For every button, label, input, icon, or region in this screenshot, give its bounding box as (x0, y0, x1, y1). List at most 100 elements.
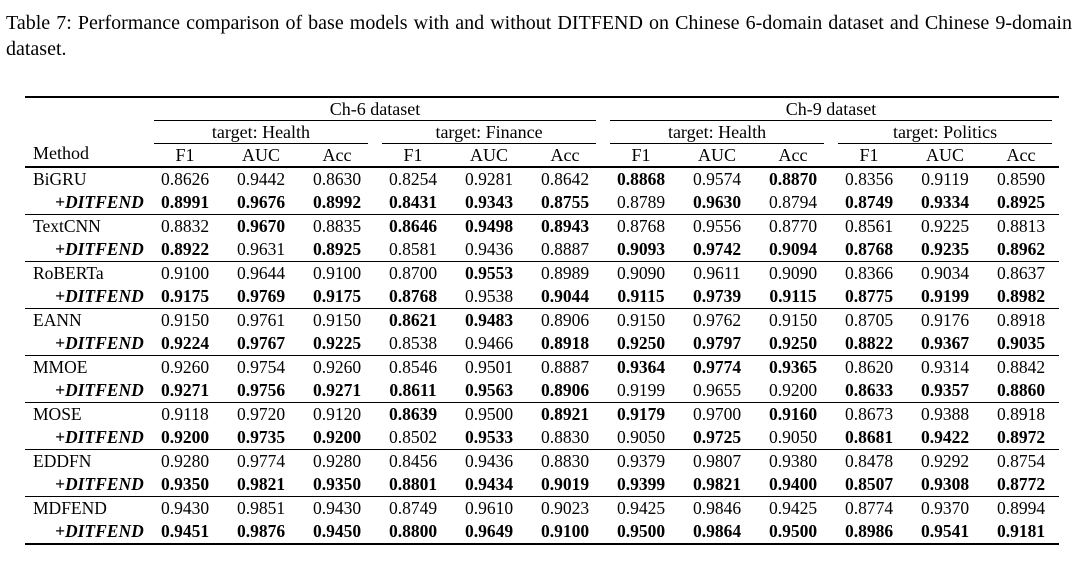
value-cell: 0.9821 (692, 474, 742, 494)
table-row: +DITFEND 0.8991 0.9676 0.8992 0.8431 0.9343 0.… (25, 191, 1059, 215)
method-name: MMOE (33, 357, 88, 377)
value-cell: 0.9720 (236, 404, 286, 424)
value-cell: 0.9500 (464, 404, 514, 424)
value-cell: 0.9864 (692, 521, 742, 541)
metric-header-acc: Acc (755, 144, 832, 168)
value-cell: 0.8800 (388, 521, 438, 541)
value-cell: 0.9631 (236, 239, 286, 259)
value-cell: 0.8768 (388, 286, 438, 306)
value-cell: 0.9450 (312, 521, 362, 541)
method-name: MOSE (33, 404, 82, 424)
value-cell: 0.8681 (844, 427, 894, 447)
metric-header-f1: F1 (831, 144, 908, 168)
value-cell: 0.8994 (996, 498, 1046, 518)
dataset-header-ch6: Ch-6 dataset (147, 97, 603, 121)
value-cell: 0.9466 (464, 333, 514, 353)
table-row: EDDFN 0.9280 0.9774 0.9280 0.8456 0.9436 0.883… (25, 449, 1060, 474)
value-cell: 0.9175 (160, 286, 210, 306)
value-cell: 0.9365 (768, 357, 818, 377)
value-cell: 0.8992 (312, 192, 362, 212)
value-cell: 0.8775 (844, 286, 894, 306)
value-cell: 0.9400 (768, 474, 818, 494)
ditfend-label: +DITFEND (55, 521, 144, 541)
table-caption: Table 7: Performance comparison of base … (6, 12, 1072, 60)
dataset-header-ch9: Ch-9 dataset (603, 97, 1059, 121)
value-cell: 0.9541 (920, 521, 970, 541)
table-row: +DITFEND 0.8922 0.9631 0.8925 0.8581 0.9436 0.… (25, 238, 1059, 262)
ditfend-label: +DITFEND (55, 239, 144, 259)
value-cell: 0.9807 (692, 451, 742, 471)
value-cell: 0.9425 (768, 498, 818, 518)
value-cell: 0.8478 (844, 451, 894, 471)
value-cell: 0.9160 (768, 404, 818, 424)
value-cell: 0.9235 (920, 239, 970, 259)
value-cell: 0.9150 (768, 310, 818, 330)
value-cell: 0.8456 (388, 451, 438, 471)
value-cell: 0.9280 (312, 451, 362, 471)
value-cell: 0.8860 (996, 380, 1046, 400)
value-cell: 0.8986 (844, 521, 894, 541)
table-row: TextCNN 0.8832 0.9670 0.8835 0.8646 0.9498 0.8… (25, 214, 1060, 239)
value-cell: 0.8642 (540, 169, 590, 189)
value-cell: 0.8633 (844, 380, 894, 400)
value-cell: 0.9115 (617, 286, 665, 306)
value-cell: 0.9379 (616, 451, 666, 471)
value-cell: 0.8991 (160, 192, 210, 212)
value-cell: 0.8673 (844, 404, 894, 424)
value-cell: 0.8906 (540, 380, 590, 400)
table-row: MDFEND 0.9430 0.9851 0.9430 0.8749 0.9610 0.90… (25, 496, 1060, 521)
target-header-ch9-politics: target: Politics (831, 121, 1059, 144)
value-cell: 0.8813 (996, 216, 1046, 236)
value-cell: 0.9260 (160, 357, 210, 377)
value-cell: 0.8611 (389, 380, 437, 400)
method-name: RoBERTa (33, 263, 104, 283)
metric-header-f1: F1 (603, 144, 680, 168)
ditfend-label: +DITFEND (55, 333, 144, 353)
value-cell: 0.9224 (160, 333, 210, 353)
metric-header-auc: AUC (451, 144, 527, 168)
table-row: +DITFEND 0.9224 0.9767 0.9225 0.8538 0.9466 0.… (25, 332, 1059, 356)
value-cell: 0.9179 (616, 404, 666, 424)
method-name: EANN (33, 310, 82, 330)
results-table: Method Ch-6 dataset Ch-9 dataset target:… (25, 96, 1060, 545)
value-cell: 0.9797 (692, 333, 742, 353)
value-cell: 0.8774 (844, 498, 894, 518)
value-cell: 0.9430 (312, 498, 362, 518)
value-cell: 0.8842 (996, 357, 1046, 377)
value-cell: 0.8835 (312, 216, 362, 236)
value-cell: 0.9100 (540, 521, 590, 541)
metric-header-auc: AUC (679, 144, 756, 168)
value-cell: 0.9271 (312, 380, 362, 400)
value-cell: 0.9350 (312, 474, 362, 494)
value-cell: 0.9118 (161, 404, 209, 424)
value-cell: 0.8918 (996, 404, 1046, 424)
value-cell: 0.8768 (616, 216, 666, 236)
ditfend-label: +DITFEND (55, 192, 144, 212)
value-cell: 0.8538 (388, 333, 438, 353)
value-cell: 0.9388 (920, 404, 970, 424)
value-cell: 0.8943 (540, 216, 590, 236)
method-name: BiGRU (33, 169, 87, 189)
ditfend-label: +DITFEND (55, 286, 144, 306)
value-cell: 0.8870 (768, 169, 818, 189)
method-name: TextCNN (33, 216, 101, 236)
value-cell: 0.8626 (160, 169, 210, 189)
value-cell: 0.9735 (236, 427, 286, 447)
value-cell: 0.9767 (236, 333, 286, 353)
value-cell: 0.9498 (464, 216, 514, 236)
value-cell: 0.8755 (540, 192, 590, 212)
value-cell: 0.8639 (388, 404, 438, 424)
value-cell: 0.8922 (160, 239, 210, 259)
value-cell: 0.8749 (844, 192, 894, 212)
value-cell: 0.9175 (312, 286, 362, 306)
value-cell: 0.8772 (996, 474, 1046, 494)
value-cell: 0.9422 (920, 427, 970, 447)
metric-header-f1: F1 (147, 144, 223, 168)
value-cell: 0.9271 (160, 380, 210, 400)
table-row: MMOE 0.9260 0.9754 0.9260 0.8546 0.9501 0.8887… (25, 355, 1060, 380)
value-cell: 0.9250 (616, 333, 666, 353)
value-cell: 0.8868 (616, 169, 666, 189)
ditfend-label: +DITFEND (55, 427, 144, 447)
ditfend-label: +DITFEND (55, 474, 144, 494)
value-cell: 0.9181 (996, 521, 1046, 541)
